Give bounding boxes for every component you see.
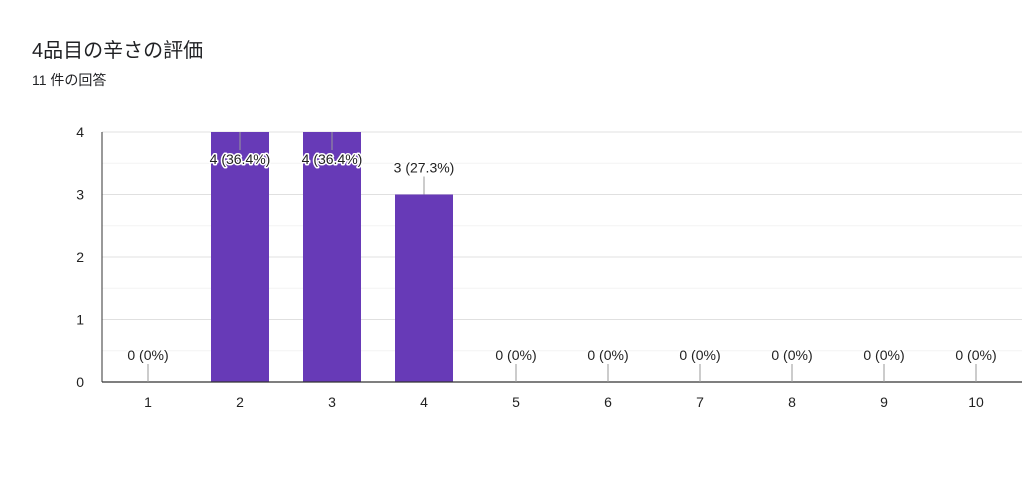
data-labels: 0 (0%) 4 (36.4%) 4 (36.4%) 3 (27.3%) 0 (0%) 0…: [126, 132, 998, 382]
x-tick-labels: 1 2 3 4 5 6 7 8 9 10: [144, 394, 984, 410]
x-tick-label: 4: [420, 394, 428, 410]
data-label: 0 (0%): [955, 347, 996, 363]
x-tick-label: 8: [788, 394, 796, 410]
data-label: 0 (0%): [495, 347, 536, 363]
data-label: 0 (0%): [863, 347, 904, 363]
bars: [211, 132, 453, 382]
bar: [395, 194, 453, 382]
y-tick-label: 4: [76, 124, 84, 140]
data-label: 4 (36.4%): [302, 151, 363, 167]
y-tick-label: 0: [76, 374, 84, 390]
y-tick-label: 2: [76, 249, 84, 265]
bar: [303, 132, 361, 382]
data-label: 4 (36.4%): [210, 151, 271, 167]
y-tick-labels: 0 1 2 3 4: [76, 124, 84, 390]
y-tick-label: 3: [76, 187, 84, 203]
y-tick-label: 1: [76, 312, 84, 328]
data-label: 0 (0%): [587, 347, 628, 363]
x-tick-label: 6: [604, 394, 612, 410]
x-tick-label: 10: [968, 394, 984, 410]
data-label: 0 (0%): [679, 347, 720, 363]
x-tick-label: 3: [328, 394, 336, 410]
bar: [211, 132, 269, 382]
x-tick-label: 7: [696, 394, 704, 410]
response-count: 11 件の回答: [32, 72, 107, 88]
x-tick-label: 1: [144, 394, 152, 410]
data-label: 3 (27.3%): [394, 160, 455, 176]
x-tick-label: 9: [880, 394, 888, 410]
x-tick-label: 2: [236, 394, 244, 410]
data-label: 0 (0%): [127, 347, 168, 363]
axes: [101, 132, 1022, 383]
chart-title: 4品目の辛さの評価: [32, 40, 204, 62]
x-tick-label: 5: [512, 394, 520, 410]
data-label: 0 (0%): [771, 347, 812, 363]
